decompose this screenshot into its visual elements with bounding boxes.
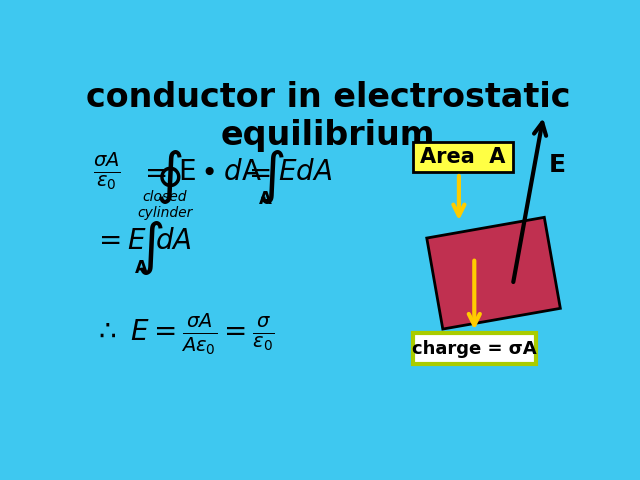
Text: $\int$: $\int$ xyxy=(257,148,285,206)
Text: $\therefore\ E = \frac{\sigma A}{A\varepsilon_0} = \frac{\sigma}{\varepsilon_0}$: $\therefore\ E = \frac{\sigma A}{A\varep… xyxy=(93,312,275,357)
Text: $\int$: $\int$ xyxy=(136,219,163,277)
Text: $= E$: $= E$ xyxy=(93,227,147,255)
Text: $\frac{\sigma A}{\varepsilon_0}$: $\frac{\sigma A}{\varepsilon_0}$ xyxy=(93,150,121,192)
Text: $=$: $=$ xyxy=(140,158,167,186)
Bar xyxy=(413,142,513,171)
Text: A: A xyxy=(259,190,271,208)
Text: $d\mathit{A}$: $d\mathit{A}$ xyxy=(155,227,191,255)
Text: A: A xyxy=(135,259,148,277)
Text: closed
cylinder: closed cylinder xyxy=(137,190,193,220)
Text: $\mathit{Ed}\mathit{A}$: $\mathit{Ed}\mathit{A}$ xyxy=(278,158,332,186)
Text: Area  A: Area A xyxy=(420,147,506,167)
Text: conductor in electrostatic
equilibrium: conductor in electrostatic equilibrium xyxy=(86,81,570,152)
Bar xyxy=(413,333,536,364)
Text: $=$: $=$ xyxy=(243,158,271,186)
Text: $\oint$: $\oint$ xyxy=(155,148,182,206)
Text: E: E xyxy=(549,154,566,178)
Polygon shape xyxy=(427,217,561,329)
Text: charge = σA: charge = σA xyxy=(412,340,536,358)
Text: $\mathrm{E} \bullet d\mathrm{A}$: $\mathrm{E} \bullet d\mathrm{A}$ xyxy=(178,158,262,186)
